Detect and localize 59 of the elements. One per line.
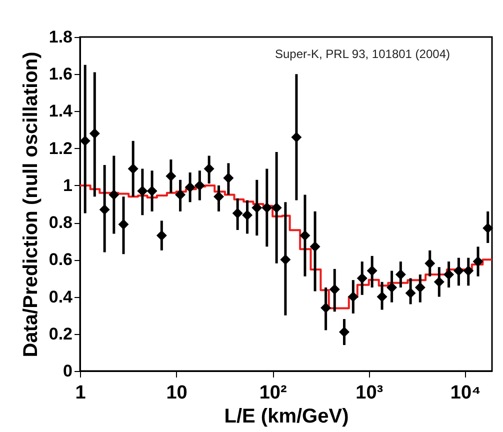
point xyxy=(223,172,234,184)
point xyxy=(482,222,494,234)
point xyxy=(414,282,426,293)
y-axis-title: Data/Prediction (null oscillation) xyxy=(20,52,42,358)
point xyxy=(329,284,340,295)
y-tick-label: 1.8 xyxy=(48,28,72,46)
point xyxy=(108,189,120,200)
point xyxy=(453,266,464,276)
x-tick-label: 10 xyxy=(166,382,188,404)
y-tick-label: 0.8 xyxy=(48,213,72,232)
point xyxy=(194,180,205,191)
point xyxy=(356,272,368,284)
y-tick-label: 1.4 xyxy=(48,102,74,121)
point xyxy=(166,170,176,182)
point xyxy=(118,219,129,230)
point xyxy=(232,208,243,219)
point xyxy=(89,128,100,139)
y-tick-label: 0.4 xyxy=(48,287,74,306)
point xyxy=(80,136,90,146)
point xyxy=(128,164,138,174)
point xyxy=(99,204,110,215)
y-tick-label: 1.6 xyxy=(48,64,72,84)
point xyxy=(146,186,158,196)
point xyxy=(271,202,282,213)
point xyxy=(339,326,350,338)
point xyxy=(463,266,474,276)
point xyxy=(395,269,406,280)
point xyxy=(280,254,291,265)
point xyxy=(175,189,186,200)
x-tick-label: 10² xyxy=(259,382,287,404)
point xyxy=(156,230,167,241)
point xyxy=(214,191,224,202)
point xyxy=(376,292,388,302)
point xyxy=(444,269,454,280)
point xyxy=(184,182,196,193)
x-tick-label: 10³ xyxy=(356,382,384,404)
point xyxy=(252,202,262,213)
point xyxy=(348,292,358,302)
y-tick-label: 0.2 xyxy=(48,324,72,344)
point xyxy=(405,288,416,298)
point xyxy=(300,230,310,241)
y-tick-label: 1 xyxy=(63,176,72,195)
point xyxy=(262,202,272,213)
point xyxy=(386,282,398,293)
x-axis-title: L/E (km/GeV) xyxy=(224,406,349,428)
point xyxy=(137,186,148,196)
point xyxy=(242,210,253,220)
x-tick-label: 10⁴ xyxy=(450,382,481,404)
point xyxy=(434,276,444,288)
point xyxy=(366,266,378,276)
y-tick-label: 0.6 xyxy=(48,250,72,270)
y-tick-label: 1.2 xyxy=(48,138,72,158)
annotation: Super-K, PRL 93, 101801 (2004) xyxy=(274,47,450,61)
y-tick-label: 0 xyxy=(63,362,72,380)
point xyxy=(291,132,302,142)
point xyxy=(310,241,320,252)
point xyxy=(204,164,214,174)
point xyxy=(472,256,484,267)
point xyxy=(424,258,436,269)
